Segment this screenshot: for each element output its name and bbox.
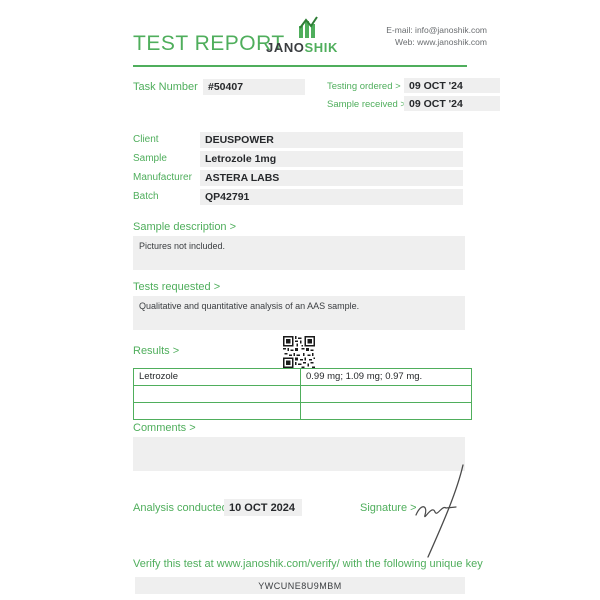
result-value: 0.99 mg; 1.09 mg; 0.97 mg. xyxy=(306,371,423,382)
page-title: TEST REPORT xyxy=(133,32,285,55)
verify-instruction: Verify this test at www.janoshik.com/ver… xyxy=(133,558,483,570)
tests-requested-label: Tests requested > xyxy=(133,281,221,293)
task-number-label: Task Number xyxy=(133,81,198,93)
sample-received-value: 09 OCT '24 xyxy=(404,96,500,111)
results-table-row: Letrozole 0.99 mg; 1.09 mg; 0.97 mg. xyxy=(134,369,471,386)
manufacturer-label: Manufacturer xyxy=(133,172,192,183)
comments-label: Comments > xyxy=(133,422,196,434)
qr-code-icon xyxy=(283,336,315,368)
client-label: Client xyxy=(133,134,159,145)
contact-email: E-mail: info@janoshik.com xyxy=(386,25,487,35)
sample-description-label: Sample description > xyxy=(133,221,237,233)
header-divider xyxy=(133,65,467,67)
result-substance xyxy=(134,403,301,419)
results-table: Letrozole 0.99 mg; 1.09 mg; 0.97 mg. xyxy=(133,368,472,420)
contact-web: Web: www.janoshik.com xyxy=(395,37,487,47)
results-table-row xyxy=(134,386,471,403)
brand-green-part: SHIK xyxy=(304,40,338,55)
result-value xyxy=(301,386,471,402)
batch-value: QP42791 xyxy=(200,189,463,205)
brand-wordmark: JANOSHIK xyxy=(266,40,338,55)
testing-ordered-value: 09 OCT '24 xyxy=(404,78,500,93)
sample-received-label: Sample received > xyxy=(327,99,406,110)
sample-label: Sample xyxy=(133,153,167,164)
result-substance: Letrozole xyxy=(134,369,301,385)
analysis-conducted-label: Analysis conducted > xyxy=(133,502,238,514)
testing-ordered-label: Testing ordered > xyxy=(327,81,401,92)
result-value xyxy=(301,403,471,419)
signature-label: Signature > xyxy=(360,502,417,514)
analysis-date-value: 10 OCT 2024 xyxy=(224,499,302,516)
unique-key-value: YWCUNE8U9MBM xyxy=(135,577,465,594)
tests-requested-box: Qualitative and quantitative analysis of… xyxy=(133,296,465,330)
batch-label: Batch xyxy=(133,191,159,202)
manufacturer-value: ASTERA LABS xyxy=(200,170,463,186)
brand-dark-part: JANO xyxy=(266,40,305,55)
handwritten-signature-icon xyxy=(408,463,470,559)
result-substance xyxy=(134,386,301,402)
comments-box xyxy=(133,437,465,471)
client-value: DEUSPOWER xyxy=(200,132,463,148)
results-label: Results > xyxy=(133,345,180,357)
sample-description-box: Pictures not included. xyxy=(133,236,465,270)
sample-value: Letrozole 1mg xyxy=(200,151,463,167)
task-number-value: #50407 xyxy=(203,79,305,95)
results-table-row xyxy=(134,403,471,419)
contact-block: E-mail: info@janoshik.com Web: www.janos… xyxy=(386,24,487,48)
logo-bars-icon xyxy=(293,16,323,38)
